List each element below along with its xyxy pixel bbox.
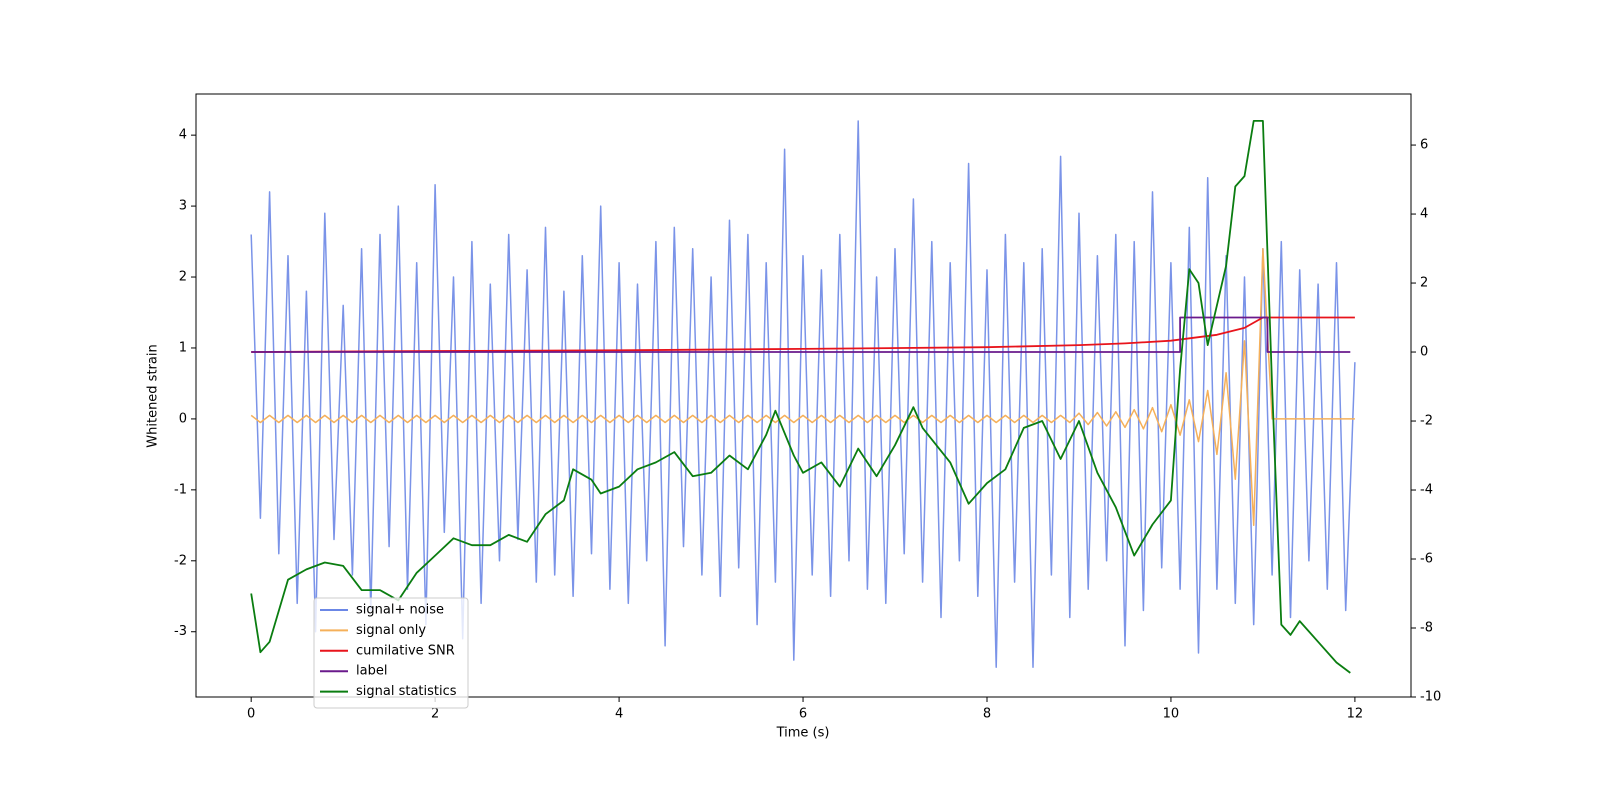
legend-label: label — [356, 664, 387, 679]
legend-label: cumilative SNR — [356, 643, 455, 658]
x-axis-title: Time (s) — [776, 726, 830, 741]
y-tick-label: 3 — [179, 199, 187, 214]
x-tick-label: 2 — [431, 707, 439, 722]
series-line — [251, 316, 1351, 353]
y2-tick-label: -10 — [1420, 690, 1441, 705]
x-tick-label: 6 — [799, 707, 807, 722]
legend-box — [313, 597, 469, 709]
x-tick-label: 4 — [615, 707, 623, 722]
y2-tick-label: 2 — [1420, 276, 1428, 291]
plot-area — [250, 120, 1356, 674]
y-tick-label: -2 — [174, 553, 187, 568]
legend: signal+ noise signal only cumilative SNR la… — [313, 597, 469, 709]
series-line — [251, 316, 1355, 353]
y2-tick-label: -6 — [1420, 552, 1433, 567]
legend-label: signal only — [356, 623, 426, 638]
y-tick-label: 4 — [179, 128, 187, 143]
y2-tick-label: 6 — [1420, 138, 1428, 153]
y2-tick-label: -8 — [1420, 621, 1433, 636]
y2-tick-label: -4 — [1420, 483, 1433, 498]
y2-tick-label: -2 — [1420, 414, 1433, 429]
series-line — [250, 120, 1351, 674]
y-tick-label: -3 — [174, 624, 187, 639]
y2-tick-label: 4 — [1420, 207, 1428, 222]
x-tick-label: 10 — [1163, 707, 1180, 722]
y-tick-label: -1 — [174, 482, 187, 497]
series-line — [250, 247, 1355, 527]
legend-label: signal statistics — [356, 684, 457, 699]
legend-label: signal+ noise — [356, 603, 444, 618]
y-tick-label: 0 — [179, 411, 187, 426]
y-tick-label: 1 — [179, 340, 187, 355]
series-line — [250, 120, 1356, 668]
x-tick-label: 8 — [983, 707, 991, 722]
x-tick-label: 0 — [247, 707, 255, 722]
x-tick-label: 12 — [1347, 707, 1364, 722]
y-axis-title: Whitened strain — [146, 344, 161, 447]
y2-tick-label: 0 — [1420, 345, 1428, 360]
y-tick-label: 2 — [179, 270, 187, 285]
